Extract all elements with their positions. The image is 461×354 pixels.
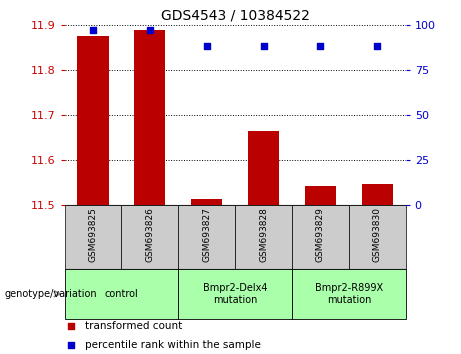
Point xyxy=(203,44,210,49)
Text: transformed count: transformed count xyxy=(85,321,182,331)
Bar xyxy=(178,205,235,269)
Bar xyxy=(121,205,178,269)
Bar xyxy=(77,36,109,205)
Bar xyxy=(65,269,178,319)
Point xyxy=(294,250,301,256)
Text: genotype/variation: genotype/variation xyxy=(5,289,97,299)
Bar xyxy=(292,205,349,269)
Bar xyxy=(65,205,121,269)
Bar xyxy=(292,269,406,319)
Text: percentile rank within the sample: percentile rank within the sample xyxy=(85,340,261,350)
Text: GSM693825: GSM693825 xyxy=(89,207,97,262)
Point xyxy=(373,44,381,49)
Point xyxy=(317,44,324,49)
Text: GSM693826: GSM693826 xyxy=(145,207,154,262)
Bar xyxy=(235,205,292,269)
Bar xyxy=(349,205,406,269)
Point xyxy=(260,44,267,49)
Text: GSM693830: GSM693830 xyxy=(373,207,382,262)
Text: Bmpr2-R899X
mutation: Bmpr2-R899X mutation xyxy=(315,283,383,305)
Title: GDS4543 / 10384522: GDS4543 / 10384522 xyxy=(161,8,309,22)
Point xyxy=(89,27,97,33)
Bar xyxy=(361,184,393,205)
Text: GSM693829: GSM693829 xyxy=(316,207,325,262)
Text: Bmpr2-Delx4
mutation: Bmpr2-Delx4 mutation xyxy=(203,283,267,305)
Text: control: control xyxy=(105,289,138,299)
Bar xyxy=(191,199,222,205)
Bar xyxy=(178,269,292,319)
Text: GSM693827: GSM693827 xyxy=(202,207,211,262)
Text: GSM693828: GSM693828 xyxy=(259,207,268,262)
Bar xyxy=(305,186,336,205)
Point xyxy=(294,82,301,88)
Point xyxy=(146,27,154,33)
Bar xyxy=(134,30,165,205)
Bar xyxy=(248,131,279,205)
